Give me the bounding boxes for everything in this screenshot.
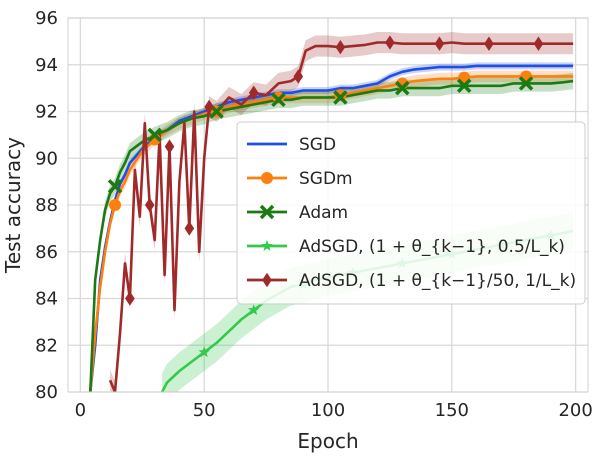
y-tick-label: 86 xyxy=(35,242,58,263)
legend-label: Adam xyxy=(299,203,348,223)
series-3-line xyxy=(89,79,574,392)
legend-marker xyxy=(261,240,273,251)
legend-box xyxy=(236,121,586,305)
series-3-marker xyxy=(333,90,348,105)
y-tick-label: 82 xyxy=(35,335,58,356)
y-axis-title: Test accuracy xyxy=(1,137,25,274)
legend-label: SGD xyxy=(299,135,336,155)
series-3-marker xyxy=(518,76,534,91)
series-5-marker xyxy=(533,36,544,51)
x-tick-label: 50 xyxy=(193,400,216,421)
series-2-marker xyxy=(109,199,122,211)
series-5-marker xyxy=(125,291,135,306)
series-5-marker xyxy=(204,99,214,115)
series-5-marker xyxy=(248,85,259,100)
series-5-line xyxy=(108,41,574,392)
series-1-line xyxy=(89,64,574,392)
series-5-marker xyxy=(144,197,155,213)
series-3-marker xyxy=(107,179,123,194)
x-tick-label: 0 xyxy=(75,400,86,421)
y-tick-label: 92 xyxy=(35,102,58,123)
legend-marker xyxy=(261,172,273,184)
x-tick-label: 100 xyxy=(311,400,345,421)
series-5-marker xyxy=(184,221,195,236)
legend-label: SGDm xyxy=(299,169,353,189)
y-tick-label: 90 xyxy=(35,148,58,169)
x-tick-labels: 0 50 100 150 200 xyxy=(75,400,593,421)
plot-frame xyxy=(67,17,589,393)
legend-entry: SGD xyxy=(247,135,336,155)
series-5-marker xyxy=(434,36,445,51)
legend-label: AdSGD, (1 + θ_{k−1}/50, 1/L_k) xyxy=(299,271,576,291)
series-3-marker xyxy=(271,92,286,108)
legend-label: AdSGD, (1 + θ_{k−1}, 0.5/L_k) xyxy=(299,237,565,257)
legend-entry: AdSGD, (1 + θ_{k−1}, 0.5/L_k) xyxy=(247,237,565,257)
legend-marker xyxy=(259,204,275,220)
x-tick-label: 150 xyxy=(435,400,469,421)
y-tick-label: 96 xyxy=(35,8,58,29)
x-axis-title: Epoch xyxy=(297,429,358,453)
series-5-marker xyxy=(293,69,304,84)
series-3-marker xyxy=(456,78,472,94)
y-tick-label: 80 xyxy=(35,382,58,403)
series-3-marker xyxy=(147,127,162,143)
series-4-marker xyxy=(248,304,260,315)
legend: SGD SGDm Adam AdSGD, (1 + θ_{k−1}, 0.5/L_k)… xyxy=(236,121,586,305)
x-tick-label: 200 xyxy=(558,400,592,421)
legend-entry: Adam xyxy=(247,203,348,223)
y-tick-label: 94 xyxy=(35,55,58,76)
series-markers xyxy=(107,35,557,358)
y-tick-labels: 80 82 84 86 88 90 92 94 96 xyxy=(35,8,58,403)
y-tick-label: 84 xyxy=(35,289,58,310)
series-5-marker xyxy=(335,40,346,55)
series-5-marker xyxy=(385,35,395,50)
series-5-marker xyxy=(164,139,175,154)
series-4-marker xyxy=(198,346,210,358)
series-3-marker xyxy=(395,80,410,96)
legend-entry: SGDm xyxy=(247,169,353,189)
legend-marker xyxy=(262,272,272,288)
y-tick-label: 88 xyxy=(35,195,58,216)
series-5-marker xyxy=(484,36,494,51)
legend-entry: AdSGD, (1 + θ_{k−1}/50, 1/L_k) xyxy=(247,271,576,291)
